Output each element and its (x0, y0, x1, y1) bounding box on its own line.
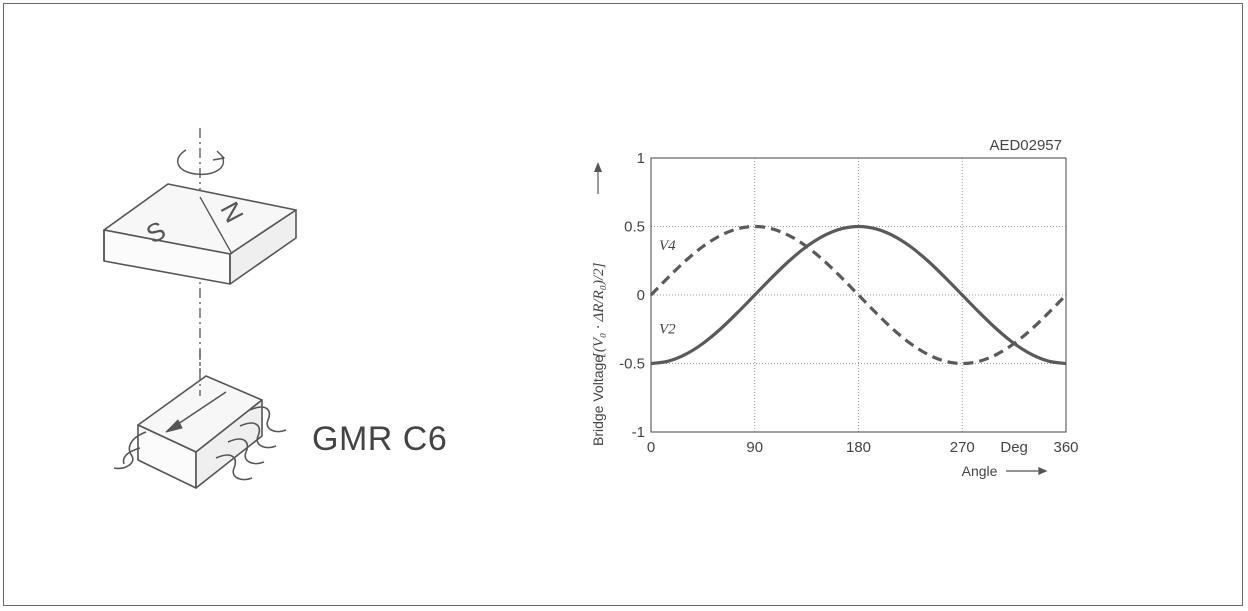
x-tick-label: 0 (647, 439, 655, 456)
chart-code: AED02957 (989, 137, 1062, 154)
x-tick-label: 270 (950, 439, 975, 456)
x-tick-label: 180 (846, 439, 871, 456)
x-arrow-head (1038, 467, 1048, 475)
magnet-block (103, 183, 297, 285)
series-label-v2: V2 (659, 321, 676, 337)
chart-grid (651, 158, 1066, 432)
series-line-v4 (649, 224, 1068, 366)
series-label-v4: V4 (659, 238, 676, 254)
y-tick-label: -0.5 (619, 356, 645, 373)
x-axis-arrow-icon (1006, 467, 1048, 475)
y-tick-label: -1 (632, 424, 645, 441)
part-label: GMR C6 (312, 420, 448, 458)
y-axis-label-prefix: Bridge Voltage (590, 355, 606, 446)
figure-frame (3, 3, 1243, 606)
x-axis-label: Angle (962, 463, 998, 479)
x-axis-unit: Deg (1000, 439, 1028, 456)
y-axis-arrow-icon (594, 162, 602, 194)
y-tick-label: 1 (637, 150, 645, 167)
y-tick-label: 0.5 (624, 219, 645, 236)
series-line-v2 (650, 224, 1067, 366)
y-arrow-head (594, 162, 602, 172)
y-axis-label-formula: [(V₀ · ΔR/R₀)/2] (591, 262, 607, 358)
y-tick-label: 0 (637, 287, 645, 304)
x-tick-label: 360 (1053, 439, 1078, 456)
rotation-arrow-icon (176, 149, 225, 176)
sensor-package (113, 350, 287, 489)
chart-series (649, 224, 1068, 366)
x-tick-label: 90 (746, 439, 763, 456)
chart-ticks: 0 90 180 270 360 1 0.5 0 -0.5 -1 (619, 150, 1078, 456)
series-labels: V4 V2 (659, 238, 676, 338)
y-axis-label: Bridge Voltage [(V₀ · ΔR/R₀)/2] (590, 262, 607, 446)
